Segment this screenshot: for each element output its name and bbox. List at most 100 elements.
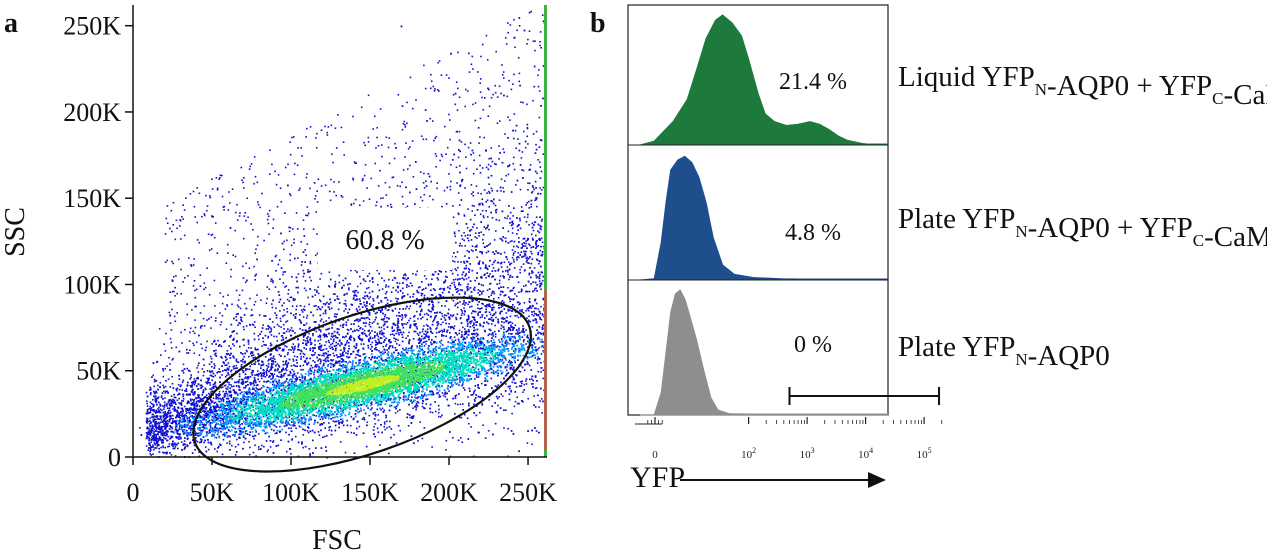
scatter-point [169, 363, 171, 365]
scatter-point [263, 373, 265, 376]
scatter-point [383, 421, 386, 423]
scatter-point [528, 364, 531, 367]
scatter-point [149, 431, 151, 434]
scatter-point [458, 377, 461, 379]
scatter-point [225, 409, 228, 411]
scatter-point [226, 400, 228, 403]
scatter-point [491, 217, 494, 219]
scatter-point [180, 404, 183, 406]
scatter-point [380, 301, 383, 303]
scatter-point [272, 281, 274, 284]
scatter-point [192, 393, 194, 395]
scatter-point [317, 368, 320, 371]
scatter-point [523, 285, 525, 287]
scatter-point [220, 321, 223, 323]
scatter-point [345, 386, 348, 389]
scatter-point [176, 431, 179, 433]
scatter-point [296, 305, 298, 307]
scatter-point [233, 357, 235, 359]
scatter-point [232, 434, 234, 436]
scatter-point [190, 407, 192, 409]
scatter-point [376, 269, 378, 272]
scatter-point [537, 245, 539, 247]
scatter-point [513, 261, 515, 263]
scatter-point [223, 384, 226, 387]
scatter-point [165, 380, 167, 382]
scatter-point [480, 275, 483, 278]
scatter-point [537, 85, 540, 88]
scatter-point [278, 353, 281, 356]
scatter-point [507, 328, 510, 331]
scatter-point [394, 347, 397, 349]
scatter-point [481, 397, 484, 399]
scatter-point [246, 415, 248, 417]
scatter-point [474, 389, 476, 392]
scatter-point [364, 372, 366, 375]
scatter-point [432, 320, 434, 323]
scatter-point [364, 332, 366, 335]
scatter-point [500, 327, 502, 330]
scatter-point [199, 441, 201, 444]
scatter-point [244, 302, 246, 305]
scatter-point [235, 403, 237, 406]
scatter-point [173, 396, 176, 399]
scatter-point [206, 370, 209, 372]
scatter-point [507, 322, 510, 325]
scatter-point [511, 249, 514, 251]
scatter-point [255, 381, 257, 384]
scatter-point [494, 336, 497, 338]
scatter-point [362, 331, 364, 334]
scatter-point [245, 392, 247, 395]
scatter-point [453, 281, 456, 284]
scatter-point [172, 443, 175, 445]
scatter-point [264, 376, 267, 378]
scatter-point [248, 415, 251, 418]
scatter-point [205, 388, 207, 391]
scatter-point [385, 284, 387, 286]
scatter-point [523, 369, 526, 371]
scatter-point [162, 451, 164, 454]
scatter-point [352, 177, 354, 180]
scatter-point [420, 292, 423, 295]
scatter-point [304, 324, 306, 326]
scatter-point [165, 426, 168, 428]
scatter-point [228, 391, 231, 394]
scatter-point [202, 397, 205, 400]
scatter-point [229, 442, 231, 445]
scatter-point [188, 340, 191, 342]
scatter-point [287, 422, 289, 424]
scatter-point [274, 432, 277, 435]
scatter-point [438, 408, 440, 411]
scatter-point [209, 427, 212, 429]
scatter-point [423, 394, 426, 396]
scatter-point [262, 372, 264, 375]
scatter-point [476, 168, 478, 170]
scatter-point [502, 336, 505, 338]
scatter-point [197, 371, 200, 373]
scatter-point [540, 333, 542, 335]
scatter-point [192, 401, 194, 404]
scatter-point [255, 399, 257, 401]
scatter-point [214, 416, 216, 418]
scatter-point [526, 334, 529, 337]
scatter-point [303, 353, 306, 356]
scatter-point [464, 255, 466, 257]
scatter-point [527, 337, 530, 339]
scatter-point [162, 436, 165, 439]
scatter-point [476, 332, 478, 335]
scatter-point [441, 331, 444, 333]
scatter-point [516, 258, 518, 261]
scatter-point [174, 443, 176, 446]
scatter-point [263, 239, 265, 242]
scatter-point [466, 250, 469, 252]
scatter-point [520, 210, 523, 212]
scatter-point [509, 362, 512, 365]
scatter-point [526, 239, 529, 242]
scatter-point [441, 372, 444, 375]
scatter-point [291, 421, 293, 423]
scatter-point [278, 379, 280, 382]
scatter-point [353, 401, 356, 403]
scatter-point [230, 403, 232, 406]
scatter-point [464, 187, 466, 189]
scatter-point [393, 433, 395, 436]
